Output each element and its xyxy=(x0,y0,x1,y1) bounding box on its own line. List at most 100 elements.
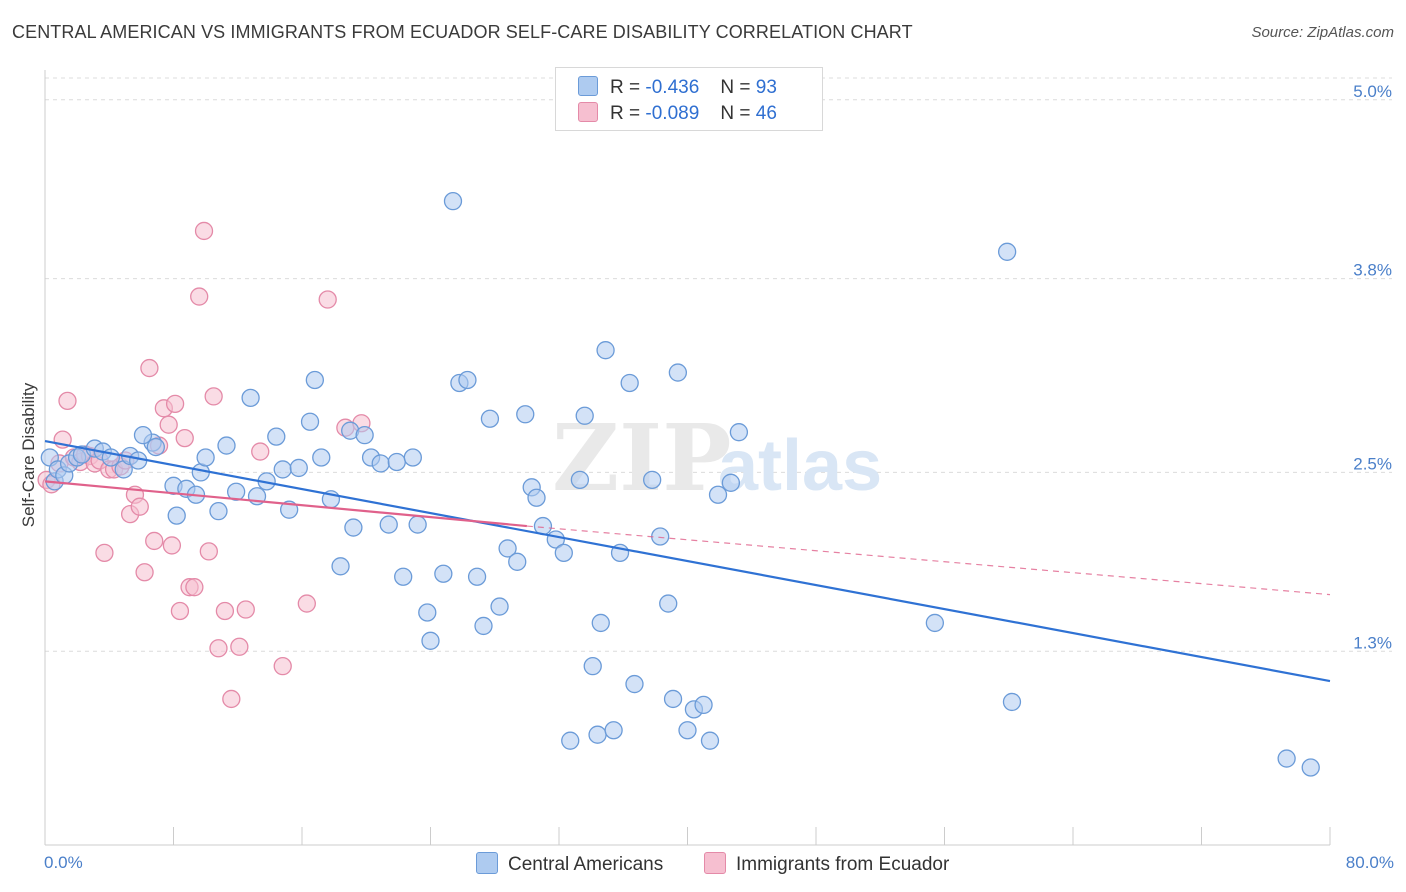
point-central-american xyxy=(226,482,246,501)
legend-row-ecuador: R = -0.089 N = 46 xyxy=(578,102,777,126)
point-ecuador xyxy=(230,637,249,656)
y-tick-label: 2.5% xyxy=(1353,454,1392,473)
point-central-american xyxy=(527,488,546,507)
point-central-american xyxy=(498,539,517,558)
correlation-legend: R = -0.436 N = 93 R = -0.089 N = 46 xyxy=(555,67,823,131)
point-central-american xyxy=(408,515,427,534)
legend-swatch-blue xyxy=(578,76,598,96)
trend-lines xyxy=(44,440,1331,683)
point-central-american xyxy=(458,370,477,390)
gridlines xyxy=(45,77,1392,652)
point-central-american xyxy=(516,405,535,424)
point-central-american xyxy=(300,412,320,431)
point-central-american xyxy=(241,388,260,408)
point-central-american xyxy=(663,689,683,709)
point-ecuador xyxy=(273,657,292,676)
point-ecuador xyxy=(175,428,194,448)
point-central-american xyxy=(217,436,236,455)
point-central-american xyxy=(133,425,153,445)
point-central-american xyxy=(474,616,493,636)
point-central-american xyxy=(1301,758,1320,777)
point-ecuador xyxy=(222,689,241,709)
point-ecuador xyxy=(215,601,235,621)
point-central-american xyxy=(570,470,590,490)
legend-n-value: 93 xyxy=(755,77,777,98)
point-central-american xyxy=(379,515,398,534)
legend-n-value: 46 xyxy=(755,103,777,124)
bottom-legend-swatch-blue xyxy=(476,852,498,874)
point-central-american xyxy=(344,518,363,537)
bottom-legend-ecuador: Immigrants from Ecuador xyxy=(704,852,949,876)
point-ecuador xyxy=(204,387,223,406)
point-ecuador xyxy=(251,442,270,461)
legend-swatch-pink xyxy=(578,102,598,122)
point-central-american xyxy=(575,406,594,425)
point-central-american xyxy=(700,731,720,750)
point-central-american xyxy=(678,721,697,740)
y-tick-label: 3.8% xyxy=(1353,261,1392,280)
x-tick-max: 80.0% xyxy=(1345,853,1394,872)
point-ecuador xyxy=(297,594,316,613)
legend-r-value: -0.089 xyxy=(645,103,700,124)
point-central-american xyxy=(490,597,509,616)
point-ecuador xyxy=(159,415,178,434)
point-central-american xyxy=(651,527,670,546)
point-ecuador xyxy=(140,358,159,378)
point-central-american xyxy=(467,567,487,586)
point-central-american xyxy=(508,552,527,571)
point-central-american xyxy=(554,543,573,563)
point-central-american xyxy=(708,485,728,504)
point-central-american xyxy=(480,409,500,428)
point-ecuador xyxy=(145,531,164,551)
x-tick-min: 0.0% xyxy=(44,853,83,872)
point-central-american xyxy=(925,613,945,633)
point-central-american xyxy=(588,725,607,744)
point-ecuador xyxy=(130,497,149,516)
point-ecuador xyxy=(165,394,185,413)
legend-r-value: -0.436 xyxy=(645,77,700,98)
trend-line-central-american xyxy=(44,440,1331,683)
point-central-american xyxy=(403,448,422,467)
point-ecuador xyxy=(58,391,77,411)
legend-r-label: R = xyxy=(610,103,641,124)
bottom-legend-label: Immigrants from Ecuador xyxy=(736,854,950,875)
bottom-legend-swatch-pink xyxy=(704,852,726,874)
point-central-american xyxy=(289,458,308,478)
point-ecuador xyxy=(199,542,218,561)
point-central-american xyxy=(312,448,331,467)
point-central-american xyxy=(721,473,741,492)
point-central-american xyxy=(729,423,749,442)
point-central-american xyxy=(583,657,602,676)
point-central-american xyxy=(434,564,453,583)
point-central-american xyxy=(1002,692,1022,712)
point-ecuador xyxy=(190,287,209,306)
point-ecuador xyxy=(318,290,337,309)
point-central-american xyxy=(997,242,1017,261)
point-central-american xyxy=(620,373,639,393)
point-central-american xyxy=(371,454,390,473)
y-tick-label: 5.0% xyxy=(1353,82,1392,101)
point-central-american xyxy=(1277,749,1296,768)
point-central-american xyxy=(668,363,688,382)
point-central-american xyxy=(146,437,165,457)
point-ecuador xyxy=(170,601,190,621)
trend-line-ecuador-extension xyxy=(526,525,1331,596)
legend-r-label: R = xyxy=(610,77,641,98)
point-central-american xyxy=(355,425,374,445)
point-central-american xyxy=(387,452,406,472)
point-central-american xyxy=(659,594,678,613)
point-central-american xyxy=(643,470,662,490)
trend-line-ecuador xyxy=(44,480,527,528)
point-central-american xyxy=(561,731,580,750)
point-ecuador xyxy=(209,639,228,658)
point-central-american xyxy=(196,448,215,467)
point-central-american xyxy=(443,192,463,211)
point-central-american xyxy=(421,631,440,650)
legend-row-central-americans: R = -0.436 N = 93 xyxy=(578,76,777,100)
point-central-american xyxy=(596,341,615,360)
bottom-legend-label: Central Americans xyxy=(508,854,664,875)
point-central-american xyxy=(273,460,292,479)
point-central-american xyxy=(209,502,228,521)
point-central-american xyxy=(694,695,713,715)
